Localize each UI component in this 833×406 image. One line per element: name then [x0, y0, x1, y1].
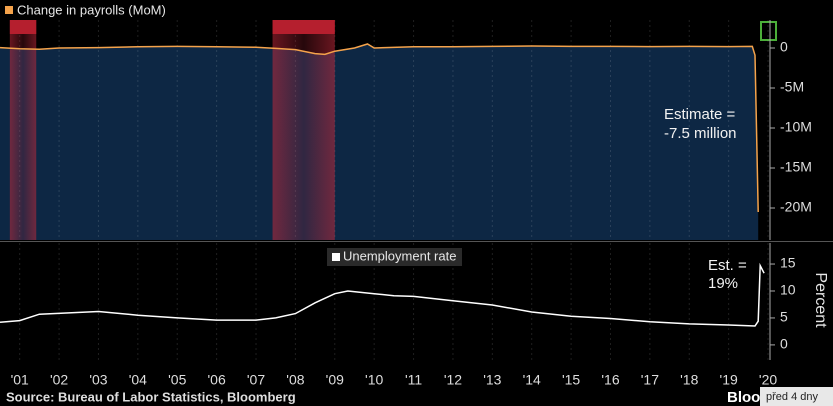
x-tick-label: '15	[562, 372, 580, 388]
x-tick-label: '14	[523, 372, 541, 388]
x-tick-label: '06	[207, 372, 225, 388]
x-tick-label: '11	[405, 372, 422, 388]
x-tick-label: '07	[247, 372, 265, 388]
y-tick-label: -5M	[780, 79, 804, 95]
x-tick-label: '08	[286, 372, 304, 388]
recession-flag	[9, 20, 37, 34]
x-tick-label: '12	[444, 372, 462, 388]
x-tick-label: '01	[11, 372, 29, 388]
y-tick-label: -20M	[780, 199, 812, 215]
x-tick-label: '10	[365, 372, 383, 388]
x-tick-label: '20	[759, 372, 777, 388]
x-tick-label: '13	[483, 372, 501, 388]
recession-band	[272, 20, 335, 240]
series-line	[0, 262, 765, 327]
timestamp: před 4 dny	[766, 391, 818, 403]
timestamp-box	[760, 387, 833, 406]
y-axis-label: Percent	[812, 272, 829, 328]
recession-flag	[272, 20, 335, 34]
x-tick-label: '16	[601, 372, 619, 388]
y-tick-label: 15	[780, 255, 796, 271]
x-tick-label: '04	[129, 372, 147, 388]
y-tick-label: 10	[780, 282, 796, 298]
y-tick-label: -10M	[780, 119, 812, 135]
x-tick-label: '18	[680, 372, 698, 388]
legend-label: Change in payrolls (MoM)	[17, 2, 166, 17]
annotation: -7.5 million	[664, 125, 737, 142]
legend-label: Unemployment rate	[343, 248, 456, 263]
marker-box	[760, 21, 777, 41]
legend-box	[327, 248, 462, 266]
annotation: 19%	[708, 275, 738, 292]
y-tick-label: -15M	[780, 159, 812, 175]
x-tick-label: '03	[89, 372, 107, 388]
y-tick-label: 5	[780, 309, 788, 325]
legend-swatch	[332, 253, 340, 261]
series-line	[0, 43, 759, 213]
annotation: Estimate =	[664, 106, 736, 123]
source: Source: Bureau of Labor Statistics, Bloo…	[6, 389, 296, 404]
annotation: Est. =	[708, 257, 747, 274]
y-tick-label: 0	[780, 39, 788, 55]
y-tick-label: 0	[780, 336, 788, 352]
recession-band	[9, 20, 37, 240]
x-tick-label: '17	[641, 372, 659, 388]
area-fill	[0, 44, 759, 240]
x-tick-label: '05	[168, 372, 186, 388]
x-tick-label: '02	[50, 372, 68, 388]
x-tick-label: '09	[326, 372, 344, 388]
x-tick-label: '19	[720, 372, 738, 388]
legend-swatch	[5, 6, 13, 14]
